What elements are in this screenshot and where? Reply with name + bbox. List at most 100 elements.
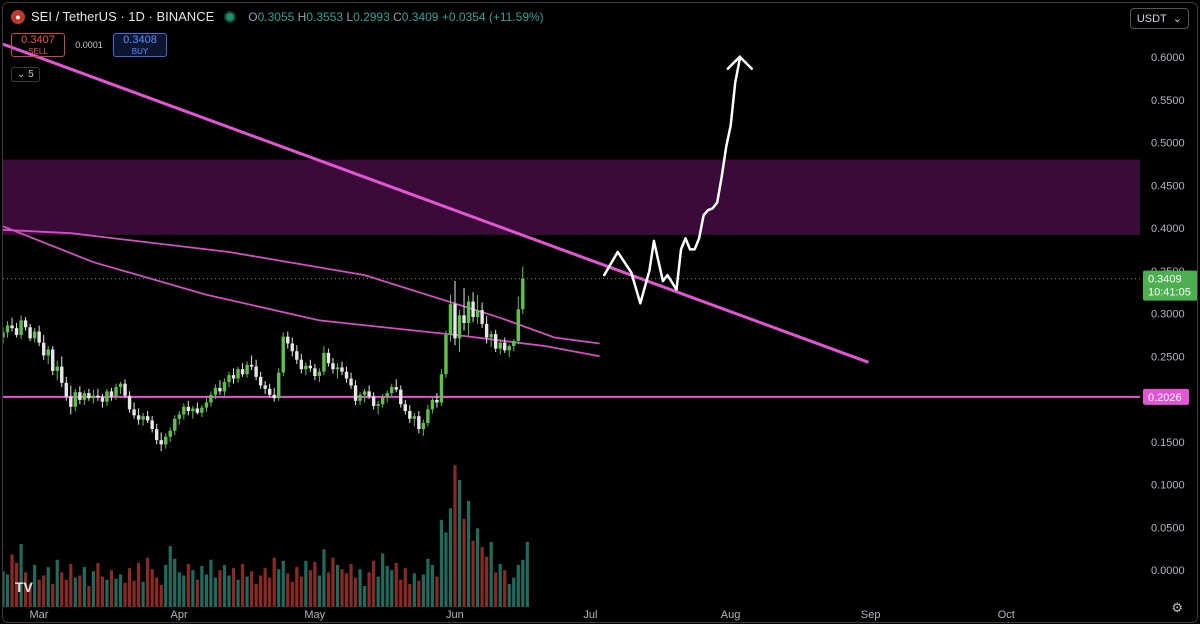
currency-selector[interactable]: USDT ⌄ [1129, 8, 1189, 29]
volume-bar [218, 570, 222, 607]
candle-body [503, 342, 507, 351]
candle-body [408, 411, 412, 419]
volume-bar [177, 572, 181, 607]
candle-body [10, 325, 14, 329]
volume-bar [73, 577, 77, 607]
candle-body [78, 392, 82, 400]
volume-bar [340, 569, 344, 607]
candle-body [60, 366, 64, 383]
candle-body [376, 404, 380, 406]
indicators-toggle[interactable]: ⌄ 5 [11, 67, 40, 82]
bar-countdown-label: 10:41:05 [1148, 287, 1191, 299]
volume-bar [435, 576, 439, 607]
volume-bar [281, 560, 285, 607]
volume-bar [33, 565, 37, 607]
volume-bar [173, 558, 177, 607]
support-price-label: 0.2026 [1148, 392, 1182, 404]
volume-bar [476, 528, 480, 607]
volume-bar [390, 570, 394, 607]
candle-body [145, 416, 150, 421]
chevron-down-icon: ⌄ [1172, 13, 1182, 25]
change-value: +0.0354 (+11.59%) [441, 9, 544, 24]
y-axis-tick-label: 0.6000 [1151, 52, 1185, 64]
x-axis-month-label: Aug [721, 609, 741, 621]
candle-body [14, 328, 19, 335]
volume-bar [91, 571, 95, 607]
candle-body [136, 415, 141, 420]
candle-body [173, 418, 177, 431]
volume-bar [209, 559, 213, 607]
volume-bar [182, 575, 186, 607]
y-axis-tick-label: 0.0000 [1151, 565, 1185, 577]
candle-body [141, 416, 145, 420]
y-axis-tick-label: 0.5000 [1151, 138, 1185, 150]
market-status-icon [226, 12, 235, 21]
volume-bar [118, 574, 123, 607]
price-chart[interactable]: 0.60000.55000.50000.45000.40000.35000.30… [3, 3, 1197, 622]
volume-bar [109, 570, 114, 607]
volume-bar [277, 569, 281, 607]
volume-bar [295, 567, 299, 607]
candle-body [512, 340, 516, 347]
candle-body [154, 429, 159, 441]
candle-body [23, 320, 28, 328]
candle-body [385, 393, 389, 398]
sell-button[interactable]: 0.3407 SELL [11, 33, 65, 57]
volume-bar [331, 557, 335, 607]
volume-bar [200, 566, 204, 607]
candle-body [204, 402, 209, 408]
candle-body [290, 343, 294, 352]
volume-bar [376, 576, 380, 607]
candle-body [349, 378, 353, 386]
sei-logo-icon: ● [11, 9, 25, 24]
volume-bar [453, 465, 457, 607]
volume-bar [259, 575, 263, 607]
candle-body [19, 320, 23, 335]
projection-arrowhead [726, 54, 754, 70]
y-axis-tick-label: 0.2500 [1151, 351, 1185, 363]
volume-bar [299, 576, 303, 607]
volume-bar [426, 558, 430, 607]
candle-body [390, 387, 394, 394]
volume-bar [37, 579, 41, 607]
trade-panel: 0.3407 SELL 0.0001 0.3408 BUY [11, 33, 167, 57]
candle-body [123, 383, 127, 396]
volume-bar [132, 580, 136, 607]
candle-body [32, 331, 37, 339]
candle-body [186, 406, 191, 412]
candle-body [367, 391, 371, 397]
symbol-title[interactable]: SEI / TetherUS · 1D · BINANCE [31, 9, 215, 24]
volume-bar [19, 544, 23, 607]
volume-bar [213, 577, 218, 607]
volume-bar [186, 563, 190, 607]
candle-body [195, 408, 200, 413]
volume-bar [286, 573, 290, 607]
volume-bar [503, 570, 507, 607]
buy-button[interactable]: 0.3408 BUY [113, 33, 167, 57]
volume-bar [462, 518, 466, 607]
gear-icon[interactable]: ⚙ [1171, 600, 1183, 615]
volume-bar [240, 563, 245, 607]
x-axis-month-label: Oct [998, 609, 1015, 621]
volume-bar [42, 575, 46, 607]
candle-body [340, 367, 344, 372]
volume-bar [521, 559, 525, 607]
volume-bar [96, 562, 100, 607]
chevron-down-icon: ⌄ [17, 69, 26, 80]
candle-body [498, 342, 502, 349]
support-price-tag [1143, 388, 1189, 405]
candle-body [114, 387, 118, 397]
volume-bar [480, 547, 484, 607]
candle-body [37, 331, 41, 343]
symbol-header: ● SEI / TetherUS · 1D · BINANCE O0.3055 … [11, 9, 544, 24]
candle-body [182, 406, 186, 415]
candle-body [41, 342, 46, 356]
candle-body [82, 393, 87, 400]
volume-bar [24, 572, 28, 607]
candle-body [516, 309, 520, 341]
candle-body [299, 359, 304, 370]
x-axis-month-label: Apr [171, 609, 188, 621]
volume-bar [448, 508, 453, 607]
volume-bar [322, 549, 326, 607]
volume-bar [439, 519, 444, 607]
